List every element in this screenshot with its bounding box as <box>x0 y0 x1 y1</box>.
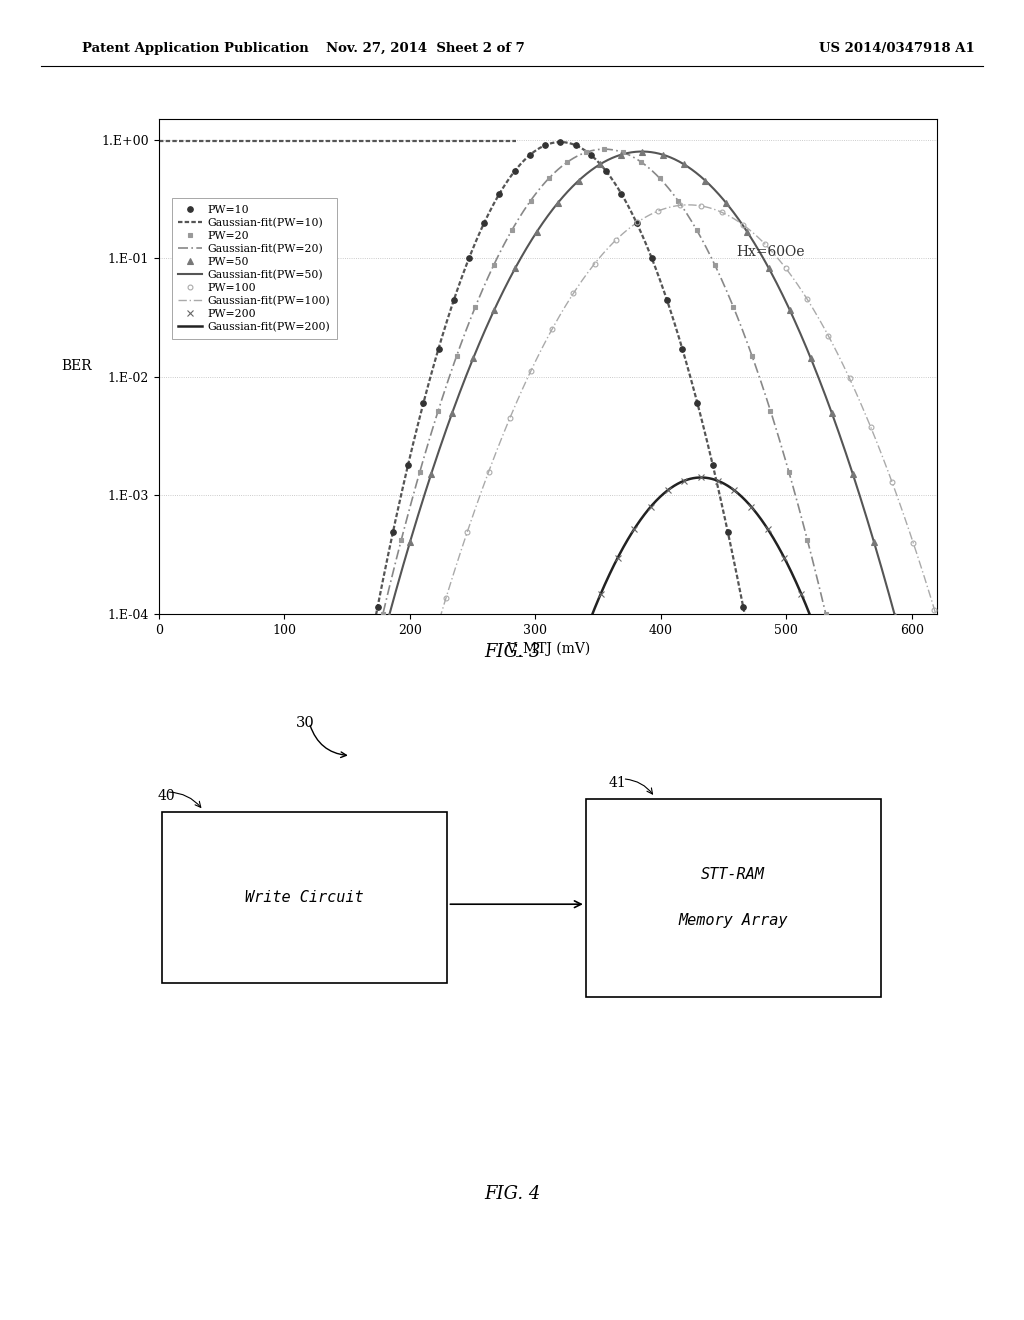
Text: 41: 41 <box>609 776 627 789</box>
Text: Nov. 27, 2014  Sheet 2 of 7: Nov. 27, 2014 Sheet 2 of 7 <box>326 42 524 55</box>
Text: FIG. 4: FIG. 4 <box>483 1184 541 1203</box>
Text: 30: 30 <box>296 715 314 730</box>
Y-axis label: BER: BER <box>61 359 92 374</box>
Text: STT-RAM: STT-RAM <box>701 867 765 882</box>
Text: FIG. 3: FIG. 3 <box>483 643 541 661</box>
Bar <box>586 799 881 997</box>
Legend: PW=10, Gaussian-fit(PW=10), PW=20, Gaussian-fit(PW=20), PW=50, Gaussian-fit(PW=5: PW=10, Gaussian-fit(PW=10), PW=20, Gauss… <box>172 198 337 338</box>
Text: Write Circuit: Write Circuit <box>246 890 364 906</box>
X-axis label: V_MTJ (mV): V_MTJ (mV) <box>506 642 590 657</box>
Text: Hx=60Oe: Hx=60Oe <box>736 244 805 259</box>
Text: US 2014/0347918 A1: US 2014/0347918 A1 <box>819 42 975 55</box>
Text: Memory Array: Memory Array <box>679 913 787 928</box>
Text: Patent Application Publication: Patent Application Publication <box>82 42 308 55</box>
Text: 40: 40 <box>158 789 175 803</box>
Bar <box>162 812 447 983</box>
